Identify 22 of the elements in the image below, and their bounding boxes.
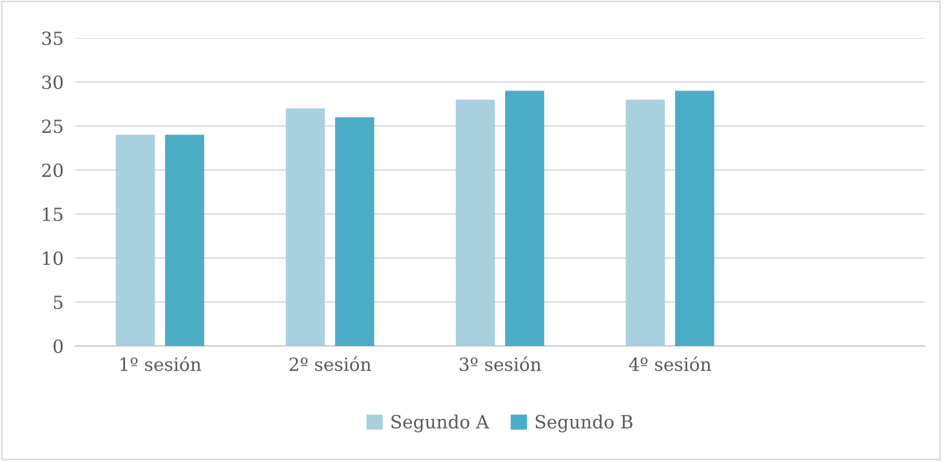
- legend-label: Segundo A: [391, 414, 490, 432]
- x-tick-label: 3º sesión: [460, 356, 542, 372]
- y-tick-label: 0: [54, 339, 63, 354]
- bar: [626, 100, 665, 346]
- y-tick-label: 25: [42, 119, 62, 134]
- y-tick-label: 10: [43, 251, 63, 266]
- bar: [675, 90, 714, 346]
- y-tick-label: 35: [42, 31, 62, 46]
- x-tick-label: 4º sesión: [628, 356, 712, 372]
- legend-label: Segundo B: [536, 414, 632, 432]
- bar: [505, 90, 544, 346]
- x-tick-label: 1º sesión: [120, 356, 202, 372]
- y-tick-label: 15: [43, 207, 62, 222]
- bar: [116, 134, 155, 346]
- bar: [165, 134, 204, 346]
- bar: [335, 117, 374, 346]
- y-tick-label: 20: [42, 163, 63, 178]
- y-tick-label: 5: [54, 296, 62, 310]
- x-tick-label: 2º sesión: [290, 356, 372, 372]
- y-tick-label: 30: [42, 75, 63, 90]
- bar: [456, 100, 495, 346]
- bar: [286, 108, 325, 346]
